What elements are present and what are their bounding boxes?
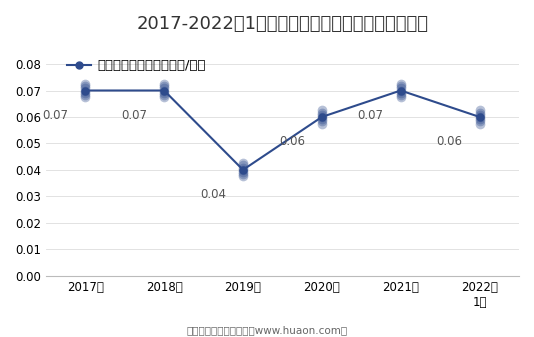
Title: 2017-2022年1月大连商品交易所豆粕期权成交均价: 2017-2022年1月大连商品交易所豆粕期权成交均价 bbox=[136, 15, 428, 33]
Text: 0.04: 0.04 bbox=[200, 188, 226, 202]
Text: 0.07: 0.07 bbox=[42, 109, 68, 122]
Text: 0.06: 0.06 bbox=[279, 135, 305, 149]
Text: 0.06: 0.06 bbox=[437, 135, 462, 149]
Text: 0.07: 0.07 bbox=[358, 109, 384, 122]
Text: 制图：华经产业研究院（www.huaon.com）: 制图：华经产业研究院（www.huaon.com） bbox=[186, 325, 348, 335]
Text: 0.07: 0.07 bbox=[121, 109, 147, 122]
Legend: 豆粕期权成交均价（万元/手）: 豆粕期权成交均价（万元/手） bbox=[62, 54, 211, 78]
